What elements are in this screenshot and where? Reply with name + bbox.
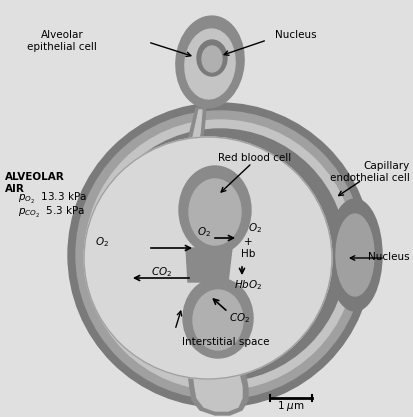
Text: Capillary
endothelial cell: Capillary endothelial cell [330,161,410,183]
Polygon shape [167,108,206,274]
Text: $p_{O_2}$  13.3 kPa: $p_{O_2}$ 13.3 kPa [18,191,87,206]
Circle shape [76,111,364,399]
Text: $O_2$: $O_2$ [248,221,262,235]
Circle shape [68,103,372,407]
Polygon shape [172,110,202,266]
Polygon shape [177,277,242,411]
Text: $O_2$: $O_2$ [197,225,211,239]
Text: $CO_2$: $CO_2$ [152,265,173,279]
Ellipse shape [197,40,227,76]
Polygon shape [186,248,232,282]
Polygon shape [172,275,248,415]
Text: 1 $\mu$m: 1 $\mu$m [277,399,305,413]
Text: ALVEOLAR
AIR: ALVEOLAR AIR [5,172,65,193]
Text: $O_2$: $O_2$ [95,235,109,249]
Ellipse shape [193,290,243,350]
Ellipse shape [185,29,235,99]
Ellipse shape [189,179,241,245]
Ellipse shape [336,214,374,296]
Ellipse shape [176,16,244,108]
Ellipse shape [84,137,332,379]
Text: Hb: Hb [241,249,255,259]
Text: Nucleus: Nucleus [275,30,317,40]
Text: Interstitial space: Interstitial space [182,337,270,347]
Text: $CO_2$: $CO_2$ [229,311,251,325]
Text: Alveolar
epithelial cell: Alveolar epithelial cell [27,30,97,52]
Text: $HbO_2$: $HbO_2$ [234,278,262,292]
Text: Red blood cell: Red blood cell [218,153,292,163]
Text: Nucleus: Nucleus [368,252,410,262]
Circle shape [85,120,355,390]
Ellipse shape [183,278,253,358]
Text: $p_{CO_2}$  5.3 kPa: $p_{CO_2}$ 5.3 kPa [18,204,85,219]
Ellipse shape [202,46,222,72]
Ellipse shape [328,199,382,311]
Text: +: + [244,237,252,247]
Circle shape [94,129,346,381]
Ellipse shape [179,166,251,254]
